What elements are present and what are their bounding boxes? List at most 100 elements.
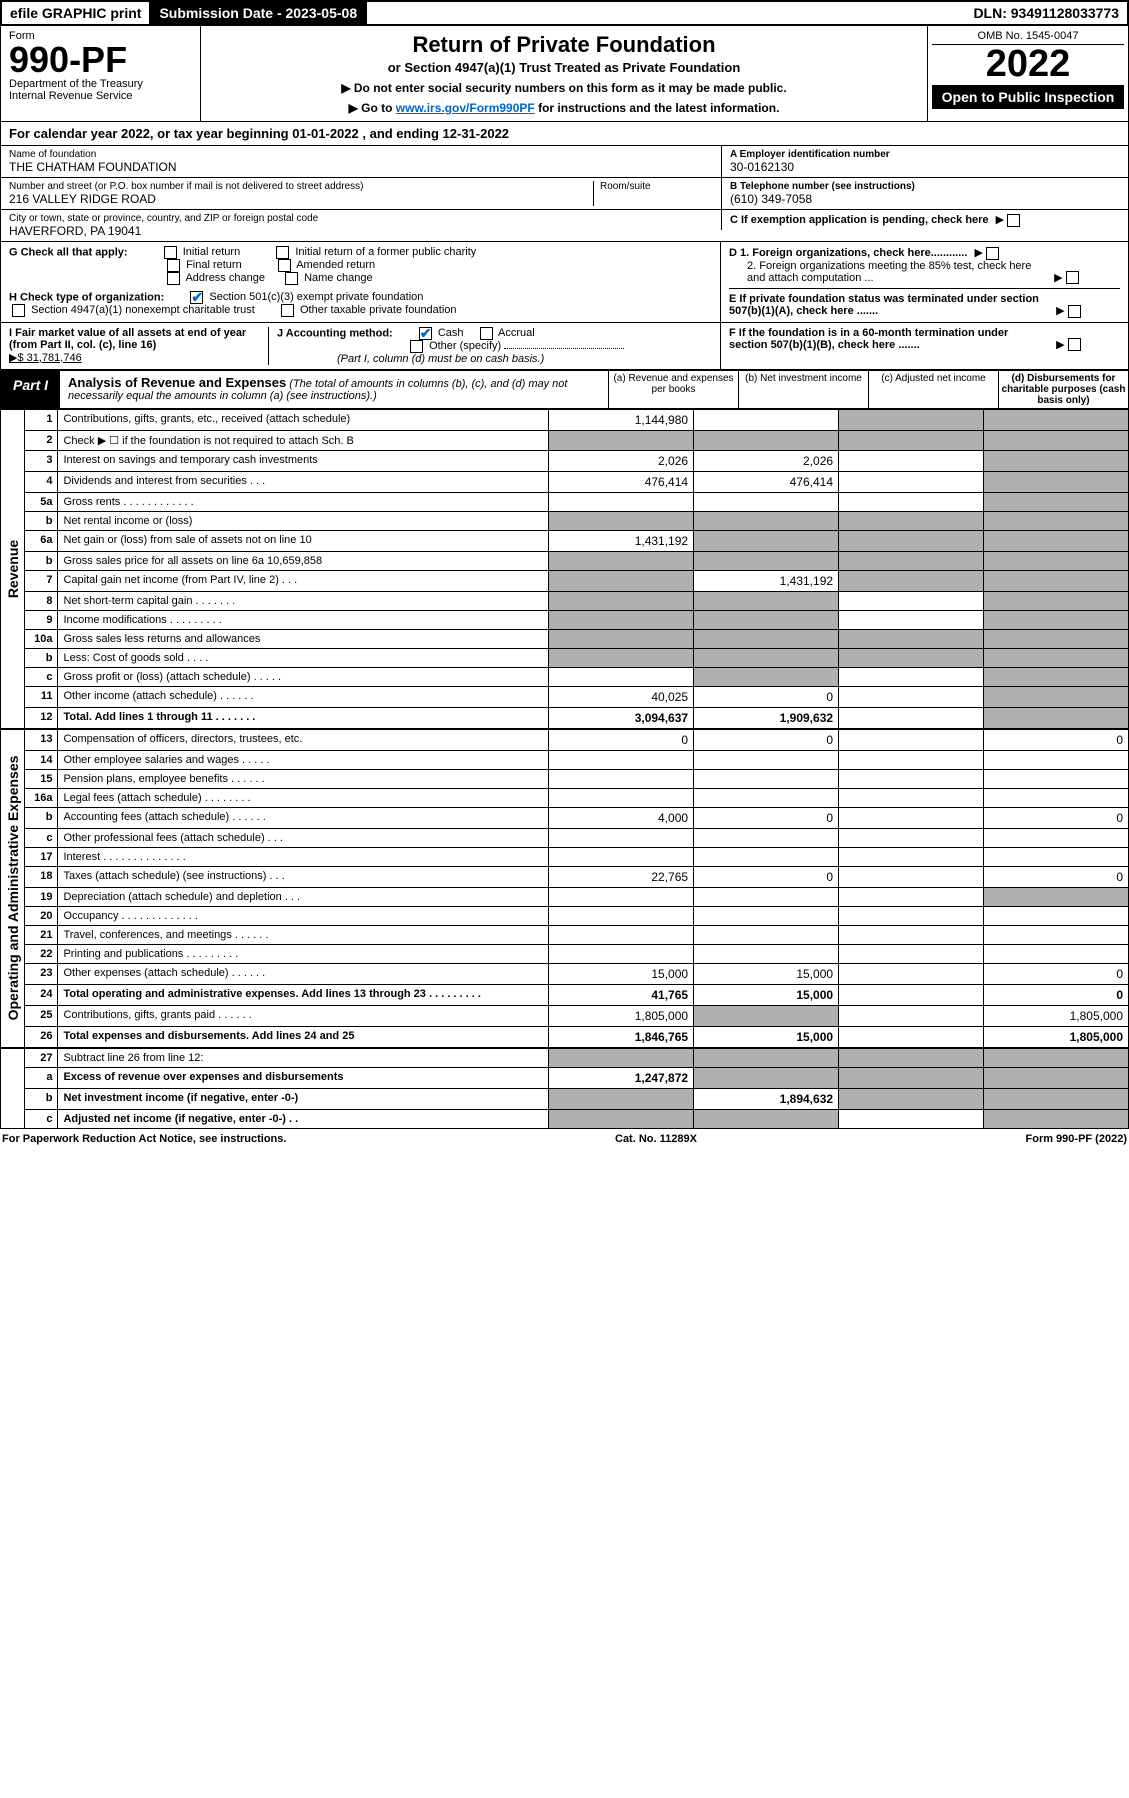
room-label: Room/suite: [600, 181, 713, 192]
year-begin: 01-01-2022: [292, 126, 359, 141]
table-row: 19Depreciation (attach schedule) and dep…: [25, 887, 1129, 906]
table-row: cAdjusted net income (if negative, enter…: [25, 1109, 1129, 1128]
checkbox-name-change[interactable]: [285, 272, 298, 285]
cell-value: [694, 409, 839, 430]
cell-value: [839, 492, 984, 511]
line-number: b: [25, 551, 58, 570]
cell-value: 4,000: [549, 807, 694, 828]
col-d-header: (d) Disbursements for charitable purpose…: [998, 371, 1128, 408]
city-row: City or town, state or province, country…: [1, 210, 721, 241]
foundation-name: THE CHATHAM FOUNDATION: [9, 160, 713, 174]
checkbox-e[interactable]: [1068, 305, 1081, 318]
line-number: b: [25, 648, 58, 667]
cell-value: 0: [694, 686, 839, 707]
line-number: 13: [25, 729, 58, 750]
info-block: Name of foundation THE CHATHAM FOUNDATIO…: [0, 146, 1129, 242]
section-f: F If the foundation is in a 60-month ter…: [729, 327, 1120, 352]
checkbox-501c3[interactable]: [190, 291, 203, 304]
cell-value: [984, 750, 1129, 769]
cell-value: 476,414: [694, 471, 839, 492]
checkbox-d2[interactable]: [1066, 271, 1079, 284]
table-row: bLess: Cost of goods sold . . . .: [25, 648, 1129, 667]
line-number: 18: [25, 866, 58, 887]
line-number: c: [25, 667, 58, 686]
line-number: 15: [25, 769, 58, 788]
cell-value: [549, 750, 694, 769]
cell-value: 1,805,000: [984, 1026, 1129, 1047]
line-description: Other employee salaries and wages . . . …: [58, 750, 549, 769]
cell-value: [549, 492, 694, 511]
line-number: 25: [25, 1005, 58, 1026]
checkbox-address-change[interactable]: [167, 272, 180, 285]
irs-link[interactable]: www.irs.gov/Form990PF: [396, 101, 535, 115]
table-row: 5aGross rents . . . . . . . . . . . .: [25, 492, 1129, 511]
cell-value: 0: [984, 963, 1129, 984]
table-row: bNet rental income or (loss): [25, 511, 1129, 530]
part-1-label: Part I: [1, 371, 60, 408]
table-row: 10aGross sales less returns and allowanc…: [25, 629, 1129, 648]
line-number: 3: [25, 450, 58, 471]
line-number: 7: [25, 570, 58, 591]
cell-value: 0: [984, 729, 1129, 750]
part-1-header: Part I Analysis of Revenue and Expenses …: [0, 370, 1129, 409]
foundation-name-row: Name of foundation THE CHATHAM FOUNDATIO…: [1, 146, 721, 178]
line-description: Other income (attach schedule) . . . . .…: [58, 686, 549, 707]
line-number: 19: [25, 887, 58, 906]
table-row: aExcess of revenue over expenses and dis…: [25, 1067, 1129, 1088]
cell-value: [549, 906, 694, 925]
checkbox-final-return[interactable]: [167, 259, 180, 272]
checkbox-accrual[interactable]: [480, 327, 493, 340]
line-description: Net rental income or (loss): [58, 511, 549, 530]
line-description: Check ▶ ☐ if the foundation is not requi…: [58, 430, 549, 450]
checkbox-other-method[interactable]: [410, 340, 423, 353]
table-row: 15Pension plans, employee benefits . . .…: [25, 769, 1129, 788]
line-number: c: [25, 828, 58, 847]
cell-value: [549, 828, 694, 847]
section-h: H Check type of organization: Section 50…: [9, 291, 712, 317]
line-description: Other professional fees (attach schedule…: [58, 828, 549, 847]
line-description: Adjusted net income (if negative, enter …: [58, 1109, 549, 1128]
cell-value: [984, 925, 1129, 944]
checkbox-d1[interactable]: [986, 247, 999, 260]
checkbox-initial-return[interactable]: [164, 246, 177, 259]
line-number: 27: [25, 1048, 58, 1067]
cell-value: [839, 807, 984, 828]
cell-value: 1,144,980: [549, 409, 694, 430]
table-row: 18Taxes (attach schedule) (see instructi…: [25, 866, 1129, 887]
cell-value: 1,805,000: [984, 1005, 1129, 1026]
checkbox-4947a1[interactable]: [12, 304, 25, 317]
line-description: Dividends and interest from securities .…: [58, 471, 549, 492]
cell-value: 0: [694, 729, 839, 750]
cell-value: 476,414: [549, 471, 694, 492]
line-number: 21: [25, 925, 58, 944]
line-description: Interest on savings and temporary cash i…: [58, 450, 549, 471]
form-title-block: Return of Private Foundation or Section …: [201, 26, 928, 121]
line-number: 26: [25, 1026, 58, 1047]
efile-label[interactable]: efile GRAPHIC print: [2, 2, 151, 24]
form-note-2: ▶ Go to www.irs.gov/Form990PF for instru…: [207, 101, 921, 115]
table-row: 27Subtract line 26 from line 12:: [25, 1048, 1129, 1067]
checkbox-c[interactable]: [1007, 214, 1020, 227]
checkbox-cash[interactable]: [419, 327, 432, 340]
checkbox-other-taxable[interactable]: [281, 304, 294, 317]
checkbox-amended[interactable]: [278, 259, 291, 272]
cell-value: 15,000: [549, 963, 694, 984]
section-g-h-block: G Check all that apply: Initial return I…: [0, 242, 1129, 323]
checkbox-f[interactable]: [1068, 338, 1081, 351]
cell-value: [694, 492, 839, 511]
line-number: 10a: [25, 629, 58, 648]
table-row: 8Net short-term capital gain . . . . . .…: [25, 591, 1129, 610]
cell-value: [694, 847, 839, 866]
cell-value: [839, 750, 984, 769]
cell-value: [839, 963, 984, 984]
table-row: 24Total operating and administrative exp…: [25, 984, 1129, 1005]
cell-value: [839, 769, 984, 788]
cell-value: [839, 1005, 984, 1026]
cell-value: [839, 887, 984, 906]
line-number: 2: [25, 430, 58, 450]
table-row: bGross sales price for all assets on lin…: [25, 551, 1129, 570]
checkbox-initial-former[interactable]: [276, 246, 289, 259]
part-1-title: Analysis of Revenue and Expenses: [68, 375, 286, 390]
section-c-row: C If exemption application is pending, c…: [721, 210, 1128, 230]
line-number: 16a: [25, 788, 58, 807]
